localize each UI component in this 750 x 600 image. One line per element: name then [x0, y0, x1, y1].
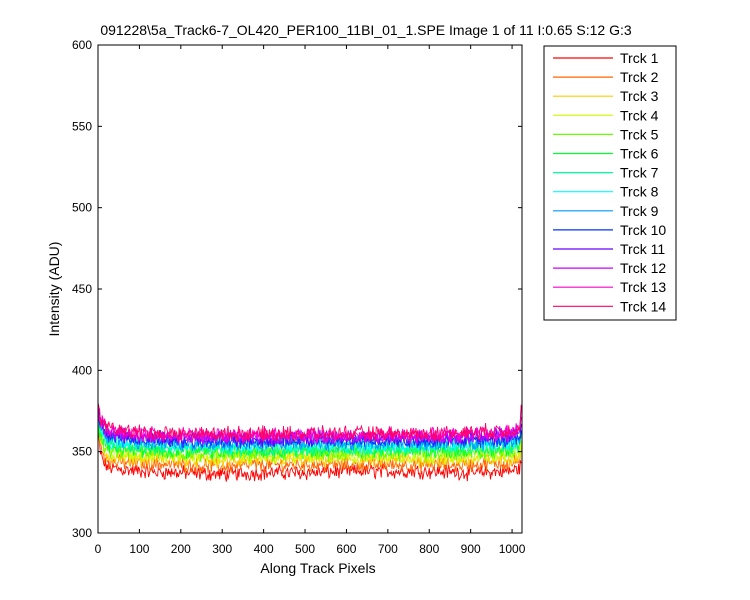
y-tick-label: 300	[72, 526, 92, 540]
series-line-1	[97, 431, 522, 482]
series-group	[97, 402, 522, 482]
x-tick-label: 100	[129, 542, 149, 556]
legend-label-13: Trck 13	[620, 279, 666, 295]
x-tick-label: 600	[336, 542, 356, 556]
x-tick-label: 1000	[499, 542, 526, 556]
legend-label-8: Trck 8	[620, 184, 659, 200]
x-tick-label: 900	[461, 542, 481, 556]
legend-label-2: Trck 2	[620, 69, 659, 85]
x-tick-label: 0	[95, 542, 102, 556]
legend-label-6: Trck 6	[620, 146, 659, 162]
y-tick-label: 450	[72, 282, 92, 296]
x-axis-label: Along Track Pixels	[260, 560, 375, 576]
x-tick-label: 800	[419, 542, 439, 556]
y-axis-label: Intensity (ADU)	[46, 242, 62, 337]
series-line-14	[97, 402, 522, 443]
legend-label-1: Trck 1	[620, 50, 659, 66]
legend-label-10: Trck 10	[620, 222, 666, 238]
legend-box	[543, 45, 677, 321]
x-tick-label: 500	[295, 542, 315, 556]
x-tick-label: 300	[212, 542, 232, 556]
y-tick-label: 500	[72, 201, 92, 215]
y-tick-label: 550	[72, 119, 92, 133]
y-tick-label: 600	[72, 38, 92, 52]
x-tick-label: 400	[254, 542, 274, 556]
series-line-4	[97, 419, 522, 466]
legend-label-7: Trck 7	[620, 165, 659, 181]
y-tick-label: 350	[72, 445, 92, 459]
legend-label-12: Trck 12	[620, 260, 666, 276]
legend-label-5: Trck 5	[620, 126, 659, 142]
legend-label-4: Trck 4	[620, 107, 659, 123]
y-axis: 300 350 400 450 500 550 600	[72, 38, 522, 540]
legend-label-14: Trck 14	[620, 298, 666, 314]
y-tick-label: 400	[72, 363, 92, 377]
chart-title: 091228\5a_Track6-7_OL420_PER100_11BI_01_…	[100, 22, 632, 38]
x-tick-label: 700	[378, 542, 398, 556]
legend-items: Trck 1 Trck 2 Trck 3 Trck 4 Trck 5 Trck 6 Trck…	[553, 50, 666, 314]
legend-label-3: Trck 3	[620, 88, 659, 104]
x-tick-label: 200	[171, 542, 191, 556]
legend-label-11: Trck 11	[620, 241, 665, 257]
x-axis: 0 100 200 300 400 500 600 700 800 900 1000	[95, 45, 526, 556]
legend: Trck 1 Trck 2 Trck 3 Trck 4 Trck 5 Trck 6 Trck…	[543, 45, 677, 321]
legend-label-9: Trck 9	[620, 203, 659, 219]
